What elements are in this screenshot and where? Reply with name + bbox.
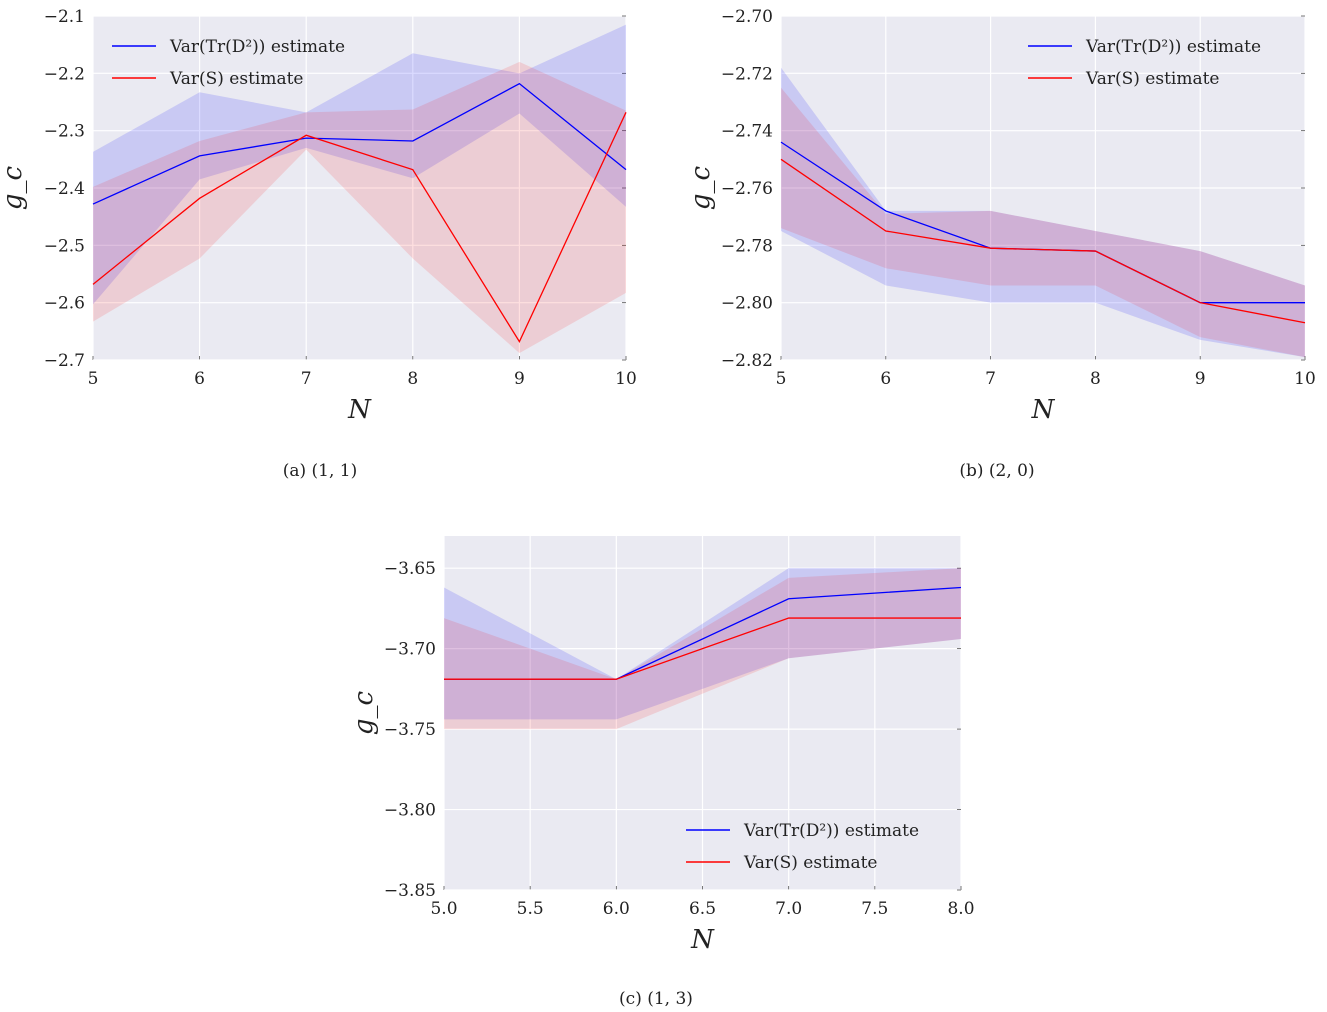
x-axis-label: N [347, 395, 372, 425]
x-tick-label: 6.5 [689, 899, 716, 919]
confidence-band-trace [781, 67, 1305, 358]
legend-label: Var(S) estimate [743, 853, 878, 873]
y-tick-label: −2.72 [721, 64, 773, 84]
subfigure-caption: (c) (1, 3) [619, 989, 693, 1009]
y-tick-label: −2.1 [44, 7, 85, 27]
y-tick-label: −2.80 [721, 294, 773, 314]
series-line-entropy [444, 617, 961, 680]
y-tick-label: −2.3 [44, 122, 85, 142]
x-tick-label: 5 [776, 369, 787, 389]
x-tick-label: 7.0 [775, 899, 802, 919]
y-tick-label: −2.76 [721, 179, 773, 199]
legend-label: Var(S) estimate [1085, 69, 1220, 89]
x-tick-label: 8 [1090, 369, 1101, 389]
series-line-entropy [780, 158, 1306, 324]
chart-panel-1: 5 6 7 8 9 10 −2.1 −2.2 −2.3 −2.4 −2.5 −2.6 −2.7 Ng_c V… [0, 7, 637, 481]
confidence-band-entropy [93, 61, 626, 354]
chart-panel-2: 5 6 7 8 9 10 −2.70 −2.72 −2.74 −2.76 −2.78 −2.80 −2.… [686, 7, 1316, 481]
x-tick-label: 5.0 [430, 899, 457, 919]
x-tick-label: 6 [880, 369, 891, 389]
x-tick-label: 10 [615, 369, 637, 389]
confidence-band-trace [444, 568, 961, 720]
x-tick-label: 7 [301, 369, 312, 389]
x-tick-label: 5.5 [517, 899, 544, 919]
y-tick-label: −3.75 [384, 720, 436, 740]
y-tick-label: −2.70 [721, 7, 773, 27]
x-axis-label: N [690, 925, 715, 955]
series-line-trace [92, 82, 627, 205]
x-axis-label: N [1031, 395, 1056, 425]
y-tick-label: −2.74 [721, 122, 773, 142]
series-line-entropy [92, 112, 627, 344]
x-tick-label: 8 [407, 369, 418, 389]
y-tick-label: −3.65 [384, 559, 436, 579]
x-tick-label: 6.0 [603, 899, 630, 919]
y-tick-label: −3.70 [384, 640, 436, 660]
y-axis-label: g_c [349, 690, 379, 735]
x-tick-label: 7 [985, 369, 996, 389]
confidence-band-trace [93, 24, 626, 305]
y-tick-label: −2.82 [721, 351, 773, 371]
x-tick-label: 6 [194, 369, 205, 389]
y-axis-label: g_c [686, 165, 716, 210]
x-tick-label: 10 [1294, 369, 1316, 389]
legend-label: Var(Tr(D²)) estimate [743, 821, 919, 841]
legend-label: Var(S) estimate [169, 69, 304, 89]
x-tick-label: 5 [88, 369, 99, 389]
chart-panel-3: 5.0 5.5 6.0 6.5 7.0 7.5 8.0 −3.65 −3.70 −3.75 −3.8… [349, 536, 975, 1009]
x-tick-label: 7.5 [861, 899, 888, 919]
x-tick-label: 9 [1195, 369, 1206, 389]
y-axis-label: g_c [0, 165, 28, 210]
y-tick-label: −2.5 [44, 236, 85, 256]
legend-label: Var(Tr(D²)) estimate [169, 37, 345, 57]
y-tick-label: −2.4 [44, 179, 85, 199]
subfigure-caption: (b) (2, 0) [959, 461, 1034, 481]
x-tick-label: 9 [514, 369, 525, 389]
y-tick-label: −3.80 [384, 801, 436, 821]
y-tick-label: −2.6 [44, 294, 85, 314]
y-tick-label: −2.2 [44, 64, 85, 84]
x-tick-label: 8.0 [947, 899, 974, 919]
legend-label: Var(Tr(D²)) estimate [1085, 37, 1261, 57]
y-tick-label: −3.85 [384, 881, 436, 901]
y-tick-label: −2.7 [44, 351, 85, 371]
subfigure-caption: (a) (1, 1) [283, 461, 358, 481]
y-tick-label: −2.78 [721, 236, 773, 256]
